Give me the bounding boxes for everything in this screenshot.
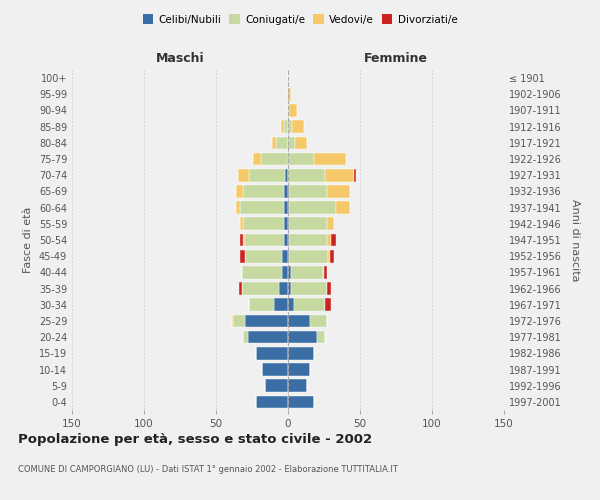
Bar [284, 202, 288, 214]
Bar [325, 298, 331, 311]
Bar [241, 250, 245, 262]
Y-axis label: Fasce di età: Fasce di età [23, 207, 33, 273]
Bar [292, 120, 304, 133]
Bar [325, 169, 354, 181]
Bar [288, 298, 294, 311]
Bar [288, 234, 289, 246]
Bar [288, 396, 314, 408]
Bar [256, 347, 288, 360]
Bar [236, 185, 244, 198]
Bar [233, 314, 245, 328]
Bar [245, 234, 284, 246]
Bar [242, 282, 280, 295]
Bar [232, 314, 233, 328]
Bar [289, 218, 327, 230]
Legend: Celibi/Nubili, Coniugati/e, Vedovi/e, Divorziati/e: Celibi/Nubili, Coniugati/e, Vedovi/e, Di… [139, 10, 461, 29]
Bar [289, 202, 335, 214]
Bar [288, 282, 291, 295]
Bar [244, 234, 245, 246]
Bar [274, 298, 288, 311]
Bar [288, 202, 289, 214]
Bar [287, 88, 288, 101]
Bar [248, 331, 288, 344]
Bar [287, 152, 288, 166]
Bar [328, 250, 330, 262]
Bar [327, 218, 334, 230]
Bar [289, 250, 328, 262]
Bar [262, 363, 288, 376]
Bar [331, 234, 335, 246]
Bar [241, 218, 244, 230]
Bar [284, 120, 288, 133]
Bar [288, 169, 325, 181]
Bar [291, 282, 327, 295]
Bar [289, 104, 296, 117]
Text: Popolazione per età, sesso e stato civile - 2002: Popolazione per età, sesso e stato civil… [18, 432, 372, 446]
Bar [294, 298, 325, 311]
Bar [244, 185, 284, 198]
Text: Femmine: Femmine [364, 52, 428, 65]
Bar [327, 185, 350, 198]
Bar [249, 169, 285, 181]
Bar [260, 152, 287, 166]
Bar [291, 266, 323, 278]
Bar [324, 266, 327, 278]
Bar [310, 314, 327, 328]
Bar [288, 218, 289, 230]
Bar [327, 234, 331, 246]
Bar [249, 298, 274, 311]
Bar [288, 152, 314, 166]
Bar [327, 282, 331, 295]
Bar [323, 266, 324, 278]
Bar [241, 234, 244, 246]
Bar [289, 234, 327, 246]
Bar [282, 266, 288, 278]
Bar [245, 314, 288, 328]
Bar [285, 169, 288, 181]
Bar [288, 88, 291, 101]
Bar [335, 202, 350, 214]
Bar [288, 104, 289, 117]
Bar [288, 331, 317, 344]
Bar [330, 250, 334, 262]
Bar [242, 266, 282, 278]
Bar [241, 202, 284, 214]
Bar [289, 185, 327, 198]
Y-axis label: Anni di nascita: Anni di nascita [570, 198, 580, 281]
Bar [284, 218, 288, 230]
Bar [265, 380, 288, 392]
Bar [280, 282, 288, 295]
Bar [244, 331, 248, 344]
Bar [288, 380, 307, 392]
Bar [354, 169, 356, 181]
Bar [314, 152, 346, 166]
Bar [288, 347, 314, 360]
Bar [295, 136, 307, 149]
Bar [245, 250, 282, 262]
Bar [288, 120, 292, 133]
Bar [284, 185, 288, 198]
Bar [287, 104, 288, 117]
Bar [277, 136, 288, 149]
Bar [272, 136, 277, 149]
Bar [288, 314, 310, 328]
Text: Maschi: Maschi [155, 52, 205, 65]
Bar [317, 331, 325, 344]
Bar [282, 250, 288, 262]
Bar [288, 250, 289, 262]
Bar [239, 282, 242, 295]
Bar [281, 120, 284, 133]
Bar [284, 234, 288, 246]
Bar [238, 169, 249, 181]
Bar [288, 136, 295, 149]
Bar [236, 202, 241, 214]
Text: COMUNE DI CAMPORGIANO (LU) - Dati ISTAT 1° gennaio 2002 - Elaborazione TUTTITALI: COMUNE DI CAMPORGIANO (LU) - Dati ISTAT … [18, 466, 398, 474]
Bar [288, 185, 289, 198]
Bar [256, 396, 288, 408]
Bar [253, 152, 260, 166]
Bar [288, 266, 291, 278]
Bar [288, 363, 310, 376]
Bar [244, 218, 284, 230]
